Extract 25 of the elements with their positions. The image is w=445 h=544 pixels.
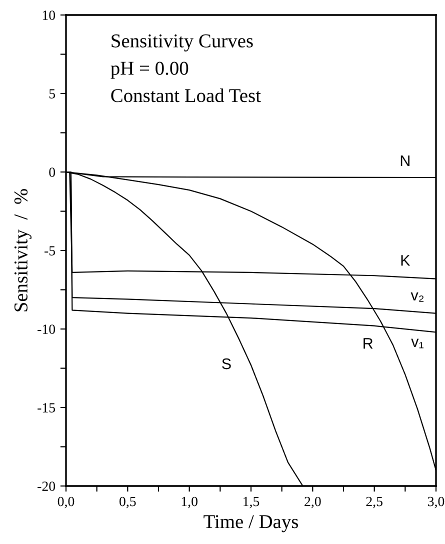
series-label: R bbox=[364, 338, 373, 349]
series-label: N bbox=[400, 155, 410, 166]
y-tick-label: -20 bbox=[38, 482, 56, 491]
x-tick-label: 1,5 bbox=[244, 496, 260, 508]
y-axis-title: Sensitivity / % bbox=[14, 189, 32, 312]
series-label: v₁ bbox=[411, 338, 424, 348]
y-tick-label: 0 bbox=[49, 168, 56, 177]
x-tick-label: 0,0 bbox=[58, 496, 74, 508]
annotation: Sensitivity Curves bbox=[112, 34, 253, 52]
y-tick-label: -10 bbox=[38, 324, 56, 334]
annotation: pH = 0.00 bbox=[110, 62, 188, 79]
annotation: Constant Load Test bbox=[111, 88, 261, 102]
x-tick-label: 1,0 bbox=[182, 496, 198, 508]
y-tick-label: -15 bbox=[38, 403, 56, 412]
series-label: S bbox=[222, 358, 231, 370]
x-tick-label: 2,5 bbox=[366, 496, 382, 508]
y-tick-label: -5 bbox=[44, 246, 56, 256]
x-tick-label: 0,5 bbox=[120, 496, 136, 508]
series-label: v₂ bbox=[410, 292, 424, 302]
x-tick-label: 3,0 bbox=[428, 496, 444, 508]
y-tick-label: 5 bbox=[49, 89, 56, 98]
y-tick-label: 10 bbox=[42, 10, 56, 20]
x-axis-title: Time / Days bbox=[204, 515, 298, 532]
x-tick-label: 2,0 bbox=[304, 496, 321, 508]
series-label: K bbox=[401, 255, 410, 266]
